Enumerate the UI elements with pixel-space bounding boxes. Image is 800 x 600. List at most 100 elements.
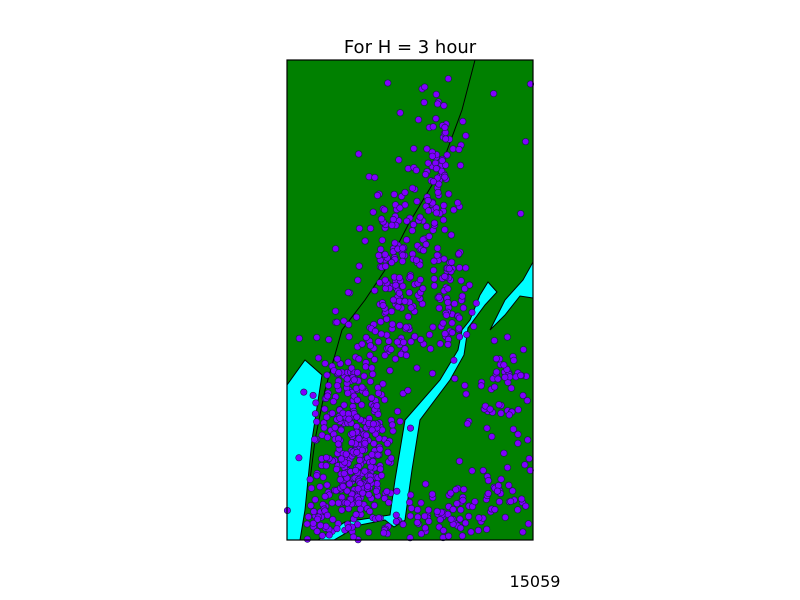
scatter-point [501,373,509,381]
scatter-point [331,424,339,432]
scatter-point [463,420,471,428]
scatter-point [465,281,473,289]
scatter-point [484,489,492,497]
scatter-point [343,375,351,383]
scatter-point [383,440,391,448]
scatter-point [362,333,370,341]
scatter-point [381,351,389,359]
scatter-point [455,145,463,153]
scatter-point [366,342,374,350]
scatter-point [392,517,400,525]
scatter-point [313,418,321,426]
scatter-point [399,282,407,290]
scatter-point [309,391,317,399]
scatter-point [448,329,456,337]
scatter-point [371,327,379,335]
scatter-point [377,215,385,223]
scatter-point [313,472,321,480]
scatter-point [458,292,466,300]
scatter-point [434,188,442,196]
scatter-point [439,319,447,327]
scatter-point [358,401,366,409]
scatter-point [524,436,532,444]
scatter-point [322,462,330,470]
scatter-point [365,491,373,499]
scatter-point [350,376,358,384]
scatter-point [490,90,498,98]
scatter-point [383,487,391,495]
scatter-point [389,427,397,435]
scatter-point [460,485,468,493]
scatter-point [395,156,403,164]
scatter-point [411,332,419,340]
scatter-point [447,489,455,497]
scatter-point [514,406,522,414]
scatter-point [517,371,525,379]
scatter-point [417,335,425,343]
scatter-point [335,369,343,377]
scatter-point [396,321,404,329]
scatter-point [440,102,448,110]
scatter-point [344,288,352,296]
scatter-point [414,116,422,124]
scatter-point [454,199,462,207]
scatter-point [406,498,414,506]
scatter-point [365,173,373,181]
scatter-point [333,525,341,533]
scatter-point [366,351,374,359]
scatter-point [429,323,437,331]
scatter-point [395,289,403,297]
scatter-point [503,464,511,472]
scatter-point [514,430,522,438]
scatter-point [311,410,319,418]
scatter-point [383,315,391,323]
scatter-point [310,435,318,443]
scatter-point [475,514,483,522]
scatter-point [362,389,370,397]
scatter-point [352,510,360,518]
scatter-point [412,256,420,264]
scatter-point [340,469,348,477]
scatter-point [410,145,418,153]
scatter-point [313,515,321,523]
scatter-point [370,440,378,448]
scatter-point [334,499,342,507]
scatter-point [356,505,364,513]
scatter-point [337,426,345,434]
scatter-point [391,355,399,363]
scatter-point [445,532,453,540]
scatter-point [396,109,404,117]
scatter-point [361,237,369,245]
scatter-point [402,351,410,359]
scatter-point [373,191,381,199]
scatter-point [354,276,362,284]
scatter-point [367,394,375,402]
scatter-point [416,261,424,269]
scatter-point [380,529,388,537]
scatter-point [382,262,390,270]
scatter-point [406,424,414,432]
plot-frame [286,59,534,541]
scatter-point [525,455,533,463]
scatter-point [428,369,436,377]
scatter-point [306,475,314,483]
scatter-point [384,79,392,87]
scatter-point [465,512,473,520]
scatter-point [443,151,451,159]
scatter-point [456,161,464,169]
scatter-point [462,264,470,272]
scatter-point [407,491,415,499]
scatter-point [313,527,321,535]
scatter-point [459,117,467,125]
scatter-point [394,407,402,415]
scatter-point [392,511,400,519]
scatter-point [519,391,527,399]
scatter-point [467,528,475,536]
scatter-point [381,494,389,502]
scatter-point [422,240,430,248]
scatter-point [404,313,412,321]
scatter-point [396,204,404,212]
scatter-point [380,206,388,214]
scatter-point [379,301,387,309]
scatter-point [491,383,499,391]
